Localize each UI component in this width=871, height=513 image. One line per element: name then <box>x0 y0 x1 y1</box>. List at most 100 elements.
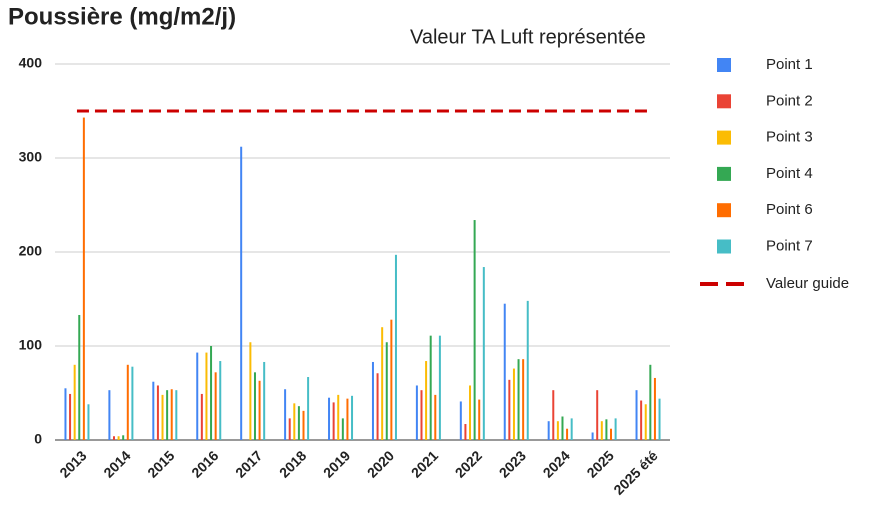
x-tick-label: 2021 <box>408 447 441 480</box>
bar <box>376 373 379 440</box>
bar <box>596 390 599 440</box>
x-tick-label: 2014 <box>100 447 133 480</box>
bar <box>122 435 125 440</box>
legend-swatch <box>717 239 731 254</box>
bar <box>126 364 129 440</box>
x-tick-label: 2013 <box>56 447 89 480</box>
bar <box>653 377 656 440</box>
bar <box>478 399 481 440</box>
x-tick-label: 2024 <box>540 447 573 480</box>
legend-label: Point 2 <box>766 92 813 109</box>
bar <box>390 319 393 440</box>
bar <box>512 368 515 440</box>
bar <box>346 398 349 440</box>
bar <box>214 372 217 440</box>
bar <box>561 416 564 440</box>
bar <box>337 394 340 440</box>
bar <box>381 327 384 440</box>
bar <box>156 385 159 440</box>
bar <box>434 394 437 440</box>
bar <box>644 404 647 440</box>
bar <box>420 390 423 440</box>
legend-swatch <box>717 94 731 109</box>
bar <box>552 390 555 440</box>
bar <box>288 418 291 440</box>
bar <box>591 432 594 440</box>
bar <box>473 220 476 440</box>
bar <box>385 342 388 440</box>
bar <box>610 428 613 440</box>
bar <box>394 254 397 440</box>
legend-label: Valeur guide <box>766 275 849 292</box>
chart-title: Poussière (mg/m2/j) <box>8 3 236 30</box>
y-tick-label: 100 <box>19 337 43 353</box>
bar <box>517 359 520 440</box>
y-tick-label: 0 <box>34 431 42 447</box>
bar <box>284 389 287 440</box>
bar <box>547 421 550 440</box>
bar <box>117 436 120 440</box>
x-tick-label: 2019 <box>320 447 353 480</box>
bar <box>459 401 462 440</box>
bar <box>219 361 222 440</box>
y-tick-label: 400 <box>19 55 43 71</box>
bar <box>600 421 603 440</box>
bar <box>161 394 164 440</box>
x-tick-label: 2020 <box>364 447 397 480</box>
x-tick-label: 2017 <box>232 447 265 480</box>
bar <box>503 303 506 440</box>
y-tick-label: 300 <box>19 149 43 165</box>
bar <box>658 398 661 440</box>
bar <box>253 372 256 440</box>
bar <box>522 359 525 440</box>
bar <box>73 364 76 440</box>
bar <box>508 379 511 440</box>
legend-swatch <box>717 58 731 72</box>
x-tick-label: 2025 <box>584 447 617 480</box>
bar <box>78 314 81 440</box>
bar <box>566 428 569 440</box>
bar <box>614 418 617 440</box>
bar <box>240 146 243 440</box>
x-tick-label: 2022 <box>452 447 485 480</box>
bar <box>112 436 115 440</box>
bar <box>556 421 559 440</box>
chart-subtitle: Valeur TA Luft représentée <box>410 26 646 48</box>
bar <box>108 390 111 440</box>
bar <box>341 418 344 440</box>
bar <box>87 404 90 440</box>
bar <box>293 403 296 440</box>
bar <box>429 335 432 440</box>
bar <box>438 335 441 440</box>
legend-label: Point 6 <box>766 201 813 218</box>
x-tick-label: 2023 <box>496 447 529 480</box>
bar <box>371 361 374 440</box>
bar <box>170 389 173 440</box>
bar <box>635 390 638 440</box>
bar <box>482 267 485 440</box>
legend-swatch <box>717 130 731 145</box>
bar <box>415 385 418 440</box>
bar <box>131 366 134 440</box>
bar <box>258 380 261 440</box>
x-tick-label: 2016 <box>188 447 221 480</box>
bar <box>605 419 608 440</box>
legend-label: Point 1 <box>766 56 813 73</box>
bar <box>464 424 467 440</box>
bar <box>649 364 652 440</box>
bar <box>640 400 643 440</box>
bar <box>351 395 354 440</box>
bar <box>196 352 199 440</box>
bar <box>307 377 310 440</box>
bar <box>152 381 155 440</box>
bar <box>570 418 573 440</box>
bar <box>210 346 213 440</box>
bar <box>175 390 178 440</box>
x-tick-label: 2018 <box>276 447 309 480</box>
x-tick-label: 2025 été <box>610 447 661 498</box>
legend-swatch <box>717 203 731 218</box>
bar <box>82 117 85 440</box>
bar <box>166 390 169 440</box>
bar <box>69 393 72 440</box>
